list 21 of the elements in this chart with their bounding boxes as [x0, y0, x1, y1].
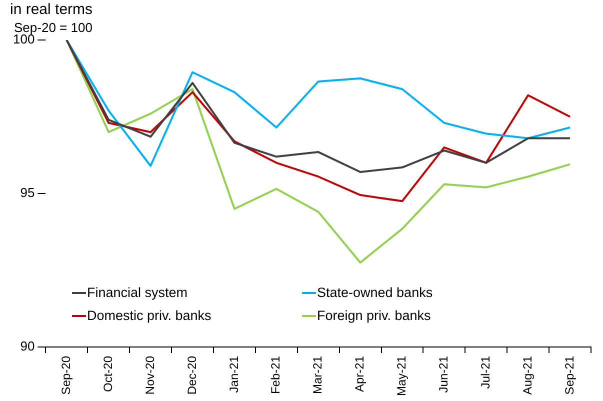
x-tick-label: Feb-21	[268, 356, 283, 394]
legend-label: Domestic priv. banks	[87, 308, 212, 323]
chart-subtitle: Sep-20 = 100	[14, 20, 92, 35]
x-tick-label: Jan-21	[226, 356, 241, 393]
x-tick-label: Sep-20	[58, 356, 73, 395]
x-tick-label: May-21	[394, 356, 409, 396]
y-tick-label: 95	[20, 185, 35, 200]
y-tick-label: 90	[20, 338, 35, 354]
legend-label: State-owned banks	[317, 285, 433, 300]
chart-title: in real terms	[10, 1, 93, 18]
x-tick-label: Oct-20	[100, 356, 115, 392]
x-tick-label: Nov-20	[142, 356, 157, 395]
x-tick-label: Sep-21	[562, 356, 576, 395]
x-tick-label: Jun-21	[436, 356, 450, 393]
legend-label: Foreign priv. banks	[317, 308, 431, 323]
x-tick-label: Aug-21	[520, 356, 534, 395]
x-tick-label: Dec-20	[184, 356, 199, 395]
legend-label: Financial system	[87, 285, 188, 300]
x-tick-label: Mar-21	[310, 356, 325, 394]
x-tick-label: Apr-21	[352, 356, 367, 392]
x-tick-label: Jul-21	[478, 356, 492, 389]
